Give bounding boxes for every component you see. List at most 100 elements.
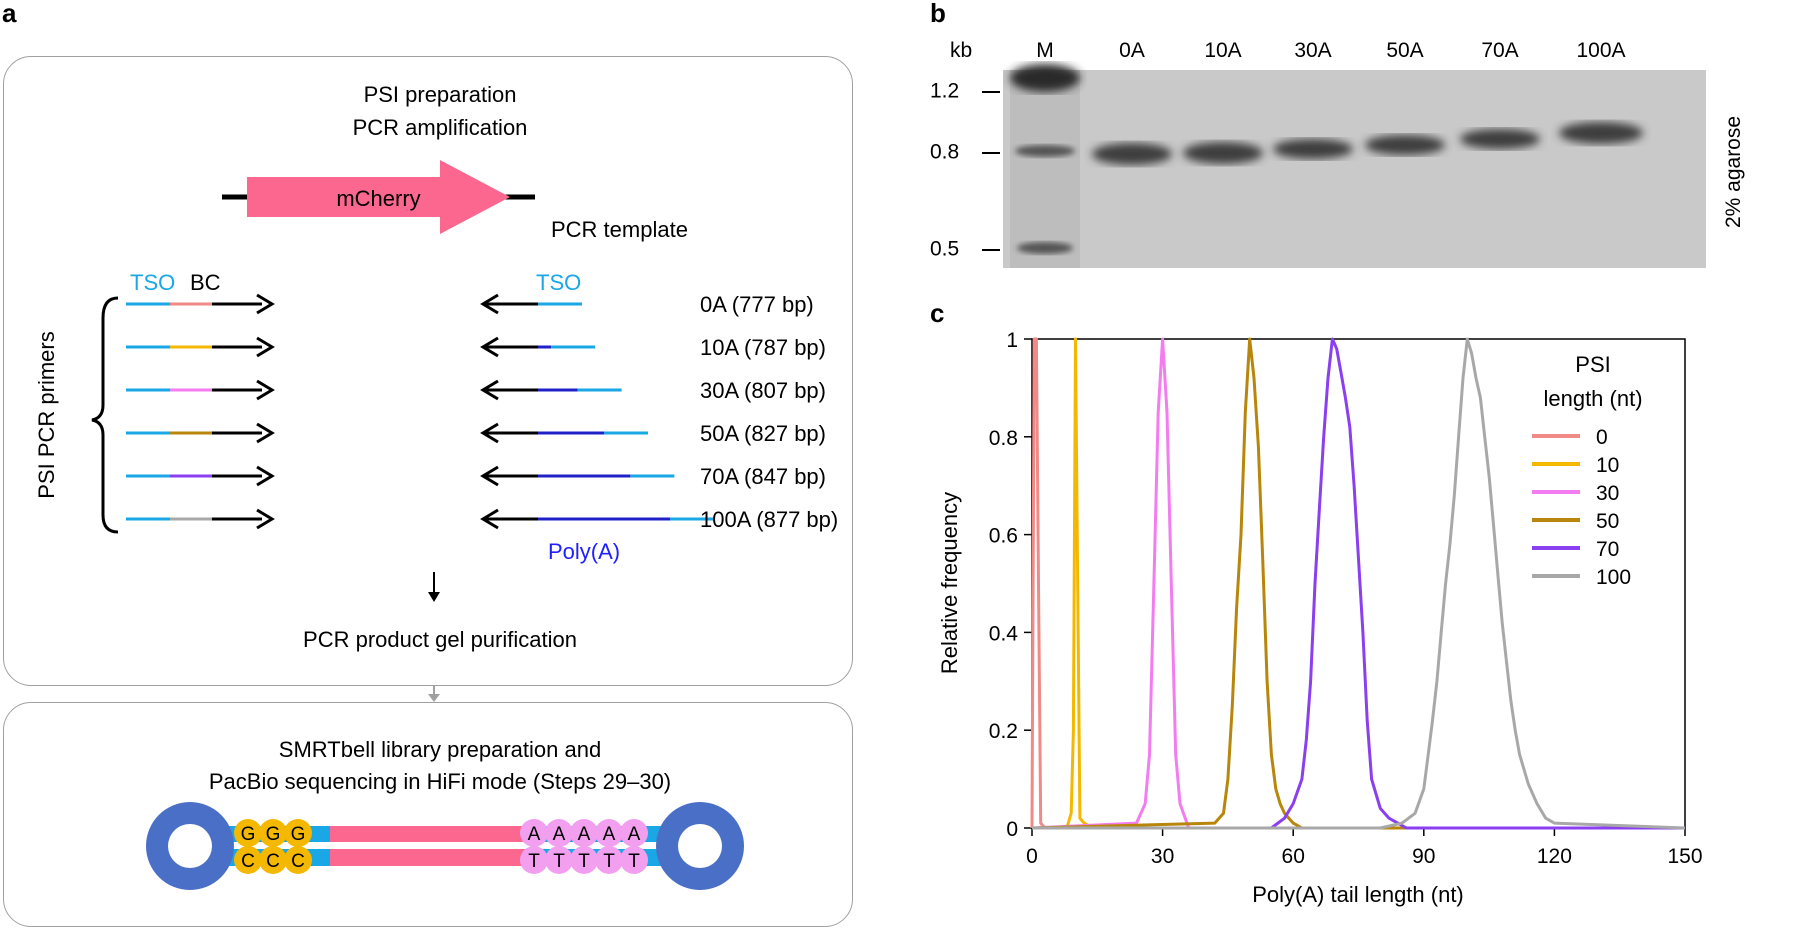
mcherry-arrow	[247, 160, 510, 234]
psi-title-line1: PSI preparation	[363, 82, 517, 107]
lane-label-0A: 0A	[1119, 39, 1145, 62]
chart-series	[1030, 337, 1686, 830]
band-100A	[1559, 122, 1643, 144]
reverse-arrow-head	[480, 422, 499, 444]
a-base-bead	[520, 819, 548, 847]
forward-arrow-head	[256, 336, 275, 358]
gel-image: 1.2 0.8 0.5 kb M 0A 10A 30A 50A 70A 100A…	[930, 39, 1745, 268]
x-tick-label: 30	[1151, 845, 1174, 868]
c-base-bead	[234, 846, 262, 874]
legend-label-100: 100	[1596, 566, 1631, 589]
psi-preparation-box	[3, 56, 853, 686]
mcherry-label: mCherry	[336, 186, 421, 211]
series-line-70	[1032, 337, 1685, 830]
primer-size-label-100: 100A (877 bp)	[700, 507, 839, 532]
chart-ylabel: Relative frequency	[937, 492, 962, 674]
tso-right-label: TSO	[536, 270, 582, 295]
kb-label: kb	[950, 39, 972, 62]
t-base-bead	[520, 846, 548, 874]
agarose-label: 2% agarose	[1722, 116, 1745, 228]
a-base-letter: A	[603, 824, 616, 845]
panel-a-letter: a	[2, 0, 17, 28]
g-base-bead	[234, 819, 262, 847]
tso-left-label: TSO	[130, 270, 176, 295]
c-base-bead	[259, 846, 287, 874]
forward-arrow-head	[256, 508, 275, 530]
legend-label-70: 70	[1596, 538, 1619, 561]
primer-rows	[126, 293, 714, 530]
lane-label-100A: 100A	[1576, 39, 1625, 62]
a-base-letter: A	[553, 824, 566, 845]
t-base-bead	[570, 846, 598, 874]
g-base-bead	[284, 819, 312, 847]
t-base-letter: T	[528, 851, 540, 872]
t-base-bead	[620, 846, 648, 874]
psi-title-line2: PCR amplification	[352, 115, 528, 140]
tick-label-1.2: 1.2	[930, 80, 959, 103]
t-base-letter: T	[578, 851, 590, 872]
c-base-letter: C	[266, 851, 280, 872]
lane-label-50A: 50A	[1386, 39, 1423, 62]
x-tick-label: 120	[1537, 845, 1572, 868]
bc-label: BC	[190, 270, 221, 295]
chart-axes: 0 30 60 90 120 150 0 0.2 0.4 0.6 0.8 1	[989, 329, 1703, 868]
primer-row-10	[126, 336, 596, 358]
polya-length-chart: 0 30 60 90 120 150 0 0.2 0.4 0.6 0.8 1 Poly(A) tail…	[937, 329, 1703, 907]
series-line-30	[1031, 337, 1685, 830]
y-tick-label: 0	[1006, 818, 1018, 841]
smrtbell-left-hole	[168, 824, 212, 868]
series-line-100	[1032, 337, 1686, 830]
polya-label: Poly(A)	[548, 539, 621, 564]
smrtbell-right-hole	[678, 824, 722, 868]
t-base-bead	[595, 846, 623, 874]
down-arrow-head	[428, 592, 440, 602]
marker-lane	[1010, 70, 1080, 268]
a-base-bead	[620, 819, 648, 847]
marker-band-0.8	[1015, 145, 1075, 157]
primer-size-label-30: 30A (807 bp)	[700, 378, 826, 403]
primers-label: PSI PCR primers	[34, 331, 59, 499]
y-tick-label: 0.6	[989, 525, 1018, 548]
y-tick-label: 0.8	[989, 427, 1018, 450]
panel-b-letter: b	[930, 0, 946, 28]
a-base-letter: A	[628, 824, 641, 845]
lane-label-M: M	[1036, 39, 1054, 62]
y-tick-label: 0.2	[989, 720, 1018, 743]
reverse-arrow-head	[480, 465, 499, 487]
tick-label-0.5: 0.5	[930, 238, 959, 261]
marker-band-top	[1010, 64, 1080, 92]
x-tick-label: 60	[1282, 845, 1305, 868]
forward-arrow-head	[256, 465, 275, 487]
legend-label-10: 10	[1596, 454, 1619, 477]
gel-purification-label: PCR product gel purification	[303, 627, 577, 652]
primer-size-label-0: 0A (777 bp)	[700, 292, 814, 317]
x-tick-label: 0	[1026, 845, 1038, 868]
lane-label-70A: 70A	[1481, 39, 1518, 62]
forward-arrow-head	[256, 379, 275, 401]
lane-label-10A: 10A	[1204, 39, 1241, 62]
t-base-bead	[545, 846, 573, 874]
g-base-bead	[259, 819, 287, 847]
band-70A	[1460, 129, 1540, 149]
forward-arrow-head	[256, 422, 275, 444]
a-base-bead	[570, 819, 598, 847]
lane-label-30A: 30A	[1294, 39, 1331, 62]
panel-c-letter: c	[930, 298, 945, 328]
primer-size-label-10: 10A (787 bp)	[700, 335, 826, 360]
a-base-bead	[595, 819, 623, 847]
t-base-letter: T	[628, 851, 640, 872]
smrtbell-title-line1: SMRTbell library preparation and	[278, 737, 602, 762]
c-base-letter: C	[241, 851, 255, 872]
g-base-letter: G	[241, 824, 256, 845]
g-base-letter: G	[266, 824, 281, 845]
band-30A	[1273, 139, 1353, 159]
reverse-arrow-head	[480, 293, 499, 315]
primers-brace	[91, 296, 119, 534]
band-0A	[1092, 143, 1172, 165]
smrtbell-diagram	[146, 802, 744, 890]
series-line-50	[1031, 337, 1685, 830]
c-base-letter: C	[291, 851, 305, 872]
reverse-arrow-head	[480, 336, 499, 358]
chart-xlabel: Poly(A) tail length (nt)	[1252, 882, 1464, 907]
a-base-bead	[545, 819, 573, 847]
